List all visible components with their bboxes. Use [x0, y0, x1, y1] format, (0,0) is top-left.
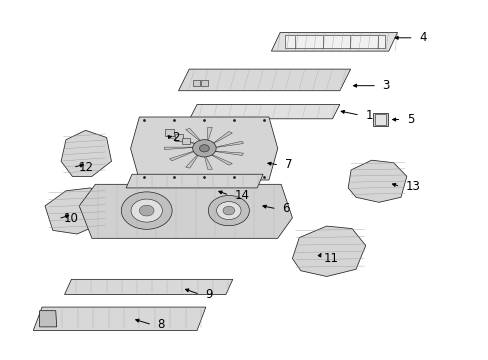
Polygon shape [61, 130, 111, 176]
Polygon shape [209, 131, 232, 146]
Bar [201, 80, 208, 86]
Polygon shape [40, 311, 57, 327]
Circle shape [223, 206, 234, 215]
Polygon shape [185, 129, 203, 144]
Text: 7: 7 [284, 158, 291, 171]
Polygon shape [203, 153, 212, 170]
Polygon shape [189, 104, 339, 119]
Polygon shape [292, 226, 365, 276]
Text: 11: 11 [323, 252, 338, 265]
Circle shape [192, 140, 216, 157]
Polygon shape [185, 152, 200, 168]
Polygon shape [79, 184, 292, 238]
Text: 6: 6 [282, 202, 289, 215]
Bar [182, 138, 189, 144]
Text: 14: 14 [234, 189, 249, 202]
Bar [374, 114, 385, 125]
Text: 8: 8 [157, 318, 164, 331]
Polygon shape [209, 150, 243, 156]
Polygon shape [210, 141, 243, 148]
Polygon shape [271, 32, 397, 51]
Polygon shape [64, 279, 232, 294]
Polygon shape [169, 149, 198, 161]
Circle shape [139, 205, 154, 216]
Text: 12: 12 [78, 161, 93, 174]
Circle shape [199, 145, 209, 152]
Circle shape [216, 202, 241, 220]
Polygon shape [164, 147, 198, 149]
Text: 2: 2 [172, 131, 179, 144]
Polygon shape [178, 69, 350, 91]
Bar [175, 134, 183, 141]
Polygon shape [347, 160, 406, 202]
Bar [164, 129, 173, 136]
Polygon shape [206, 127, 212, 144]
Circle shape [208, 195, 249, 226]
Polygon shape [169, 136, 200, 145]
Bar [193, 80, 200, 86]
Polygon shape [33, 307, 205, 330]
Text: 1: 1 [365, 109, 372, 122]
Polygon shape [372, 113, 387, 126]
Circle shape [121, 192, 172, 229]
Polygon shape [130, 117, 277, 180]
Polygon shape [126, 174, 263, 188]
Text: 10: 10 [63, 212, 78, 225]
Circle shape [131, 199, 162, 222]
Text: 3: 3 [382, 79, 389, 92]
Polygon shape [206, 152, 232, 165]
Polygon shape [45, 188, 111, 234]
Bar [285, 35, 385, 48]
Text: 9: 9 [205, 288, 212, 301]
Text: 5: 5 [406, 113, 413, 126]
Text: 13: 13 [405, 180, 420, 193]
Text: 4: 4 [418, 31, 426, 44]
